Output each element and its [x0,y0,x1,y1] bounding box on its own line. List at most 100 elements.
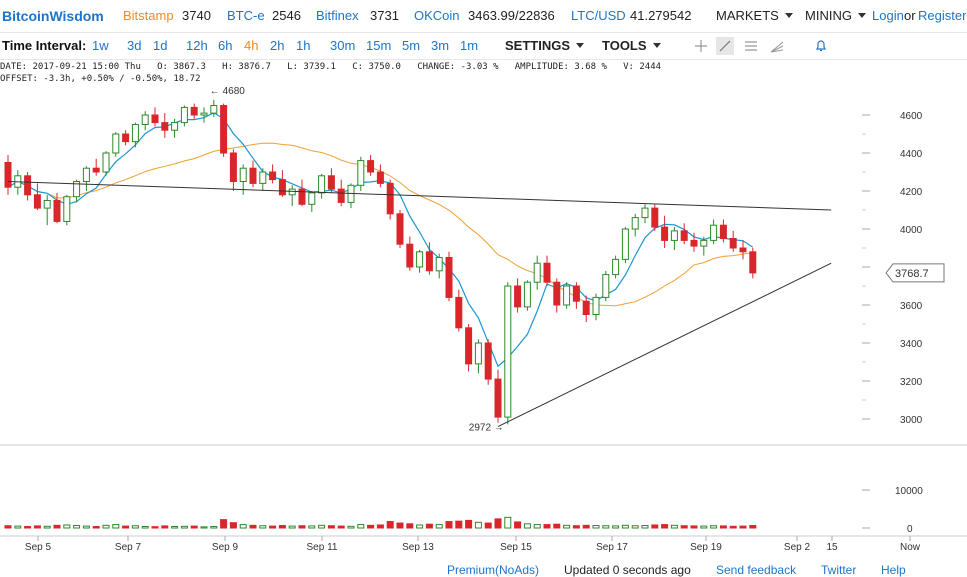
price-tick-label: 3400 [900,339,923,350]
volume-bar [249,524,257,529]
candle-body [563,285,571,306]
interval-12h[interactable]: 12h [186,38,208,53]
interval-4h[interactable]: 4h [244,38,259,53]
interval-1m[interactable]: 1m [460,38,479,53]
candle-body [92,167,100,173]
candle-body [504,285,512,418]
volume-bar [112,524,120,529]
volume-bar [171,525,179,529]
volume-bar [435,524,443,529]
exchange-okcoin[interactable]: OKCoin [414,8,460,23]
candle-body [719,224,727,239]
volume-bar [484,522,492,529]
candle-body [43,200,51,209]
horizontal-lines-icon[interactable] [742,37,760,55]
x-tick-label: Sep 11 [307,542,338,553]
exchange-ltcusd[interactable]: LTC/USD [571,8,626,23]
candle-body [670,230,678,241]
volume-bar [729,525,737,529]
volume-bar [514,521,522,529]
mining-label: MINING [805,8,852,23]
candle-body [33,194,41,209]
trendline [7,181,832,211]
mining-menu[interactable]: MINING [805,8,866,23]
price-tick-label: 4600 [900,111,923,122]
volume-bar [680,525,688,529]
interval-1h[interactable]: 1h [296,38,311,53]
interval-3d[interactable]: 3d [127,38,142,53]
volume-bar [621,524,629,529]
volume-bar [318,524,326,529]
low-annotation: 2972 → [469,422,504,433]
markets-menu[interactable]: MARKETS [716,8,793,23]
candle-body [53,200,61,222]
tools-label: TOOLS [602,38,647,53]
candle-body [367,160,375,173]
volume-bar [151,526,159,529]
fan-icon[interactable] [768,37,786,55]
bell-icon[interactable] [812,37,830,55]
candle-body [474,342,482,365]
volume-bar [220,519,228,529]
login-link[interactable]: Login [872,8,904,23]
brand-logo[interactable]: BitcoinWisdom [2,8,104,24]
volume-bar [53,524,61,529]
interval-5m[interactable]: 5m [402,38,421,53]
send-feedback-link[interactable]: Send feedback [716,563,797,577]
exchange-bitstamp[interactable]: Bitstamp [123,8,174,23]
volume-bar [73,525,81,529]
register-link[interactable]: Register [918,8,967,23]
updated-status: Updated 0 seconds ago [564,563,691,577]
exchange-btce[interactable]: BTC-e [227,8,265,23]
price-tick-label: 3000 [900,415,923,426]
volume-bar [239,524,247,529]
volume-bar [376,524,384,529]
interval-6h[interactable]: 6h [218,38,233,53]
candle-body [131,124,139,143]
candle-body [200,112,208,116]
exchange-bitfinex[interactable]: Bitfinex [316,8,359,23]
volume-bar [43,525,51,529]
x-tick-label: Sep 2 [784,542,811,553]
crosshair-icon[interactable] [692,37,710,55]
candle-body [494,378,502,418]
x-tick-label: Sep 5 [25,542,52,553]
interval-1w[interactable]: 1w [92,38,109,53]
candle-body [376,171,384,184]
interval-3m[interactable]: 3m [431,38,450,53]
settings-menu[interactable]: SETTINGS [505,38,585,53]
interval-2h[interactable]: 2h [270,38,285,53]
twitter-link[interactable]: Twitter [821,563,857,577]
price-tick-label: 4400 [900,149,923,160]
volume-bar [661,524,669,529]
candle-body [4,162,12,188]
candle-body [602,274,610,298]
volume-bar [269,525,277,529]
volume-bar [367,524,375,529]
premium-link[interactable]: Premium(NoAds) [447,563,540,577]
volume-bar [14,525,22,529]
volume-bar [455,520,463,529]
candle-body [553,281,561,306]
volume-bar [710,525,718,529]
line-draw-icon[interactable] [716,37,734,55]
exchange-bitstamp-price: 3740 [182,8,211,23]
interval-15m[interactable]: 15m [366,38,392,53]
volume-bar [102,524,110,529]
volume-bar [553,523,561,529]
volume-bar [582,524,590,529]
volume-bar [122,525,130,529]
interval-30m[interactable]: 30m [330,38,356,53]
help-link[interactable]: Help [881,563,906,577]
candle-body [73,181,81,198]
candle-body [63,196,71,222]
volume-bar [543,524,551,529]
candle-body [278,179,286,196]
or-text: or [904,8,916,23]
volume-bar [92,525,100,529]
x-tick-label: 15 [826,542,838,553]
tools-menu[interactable]: TOOLS [602,38,661,53]
candle-body [425,251,433,272]
price-chart[interactable]: 4600440042004000380036003400320030001000… [0,84,967,556]
interval-1d[interactable]: 1d [153,38,168,53]
